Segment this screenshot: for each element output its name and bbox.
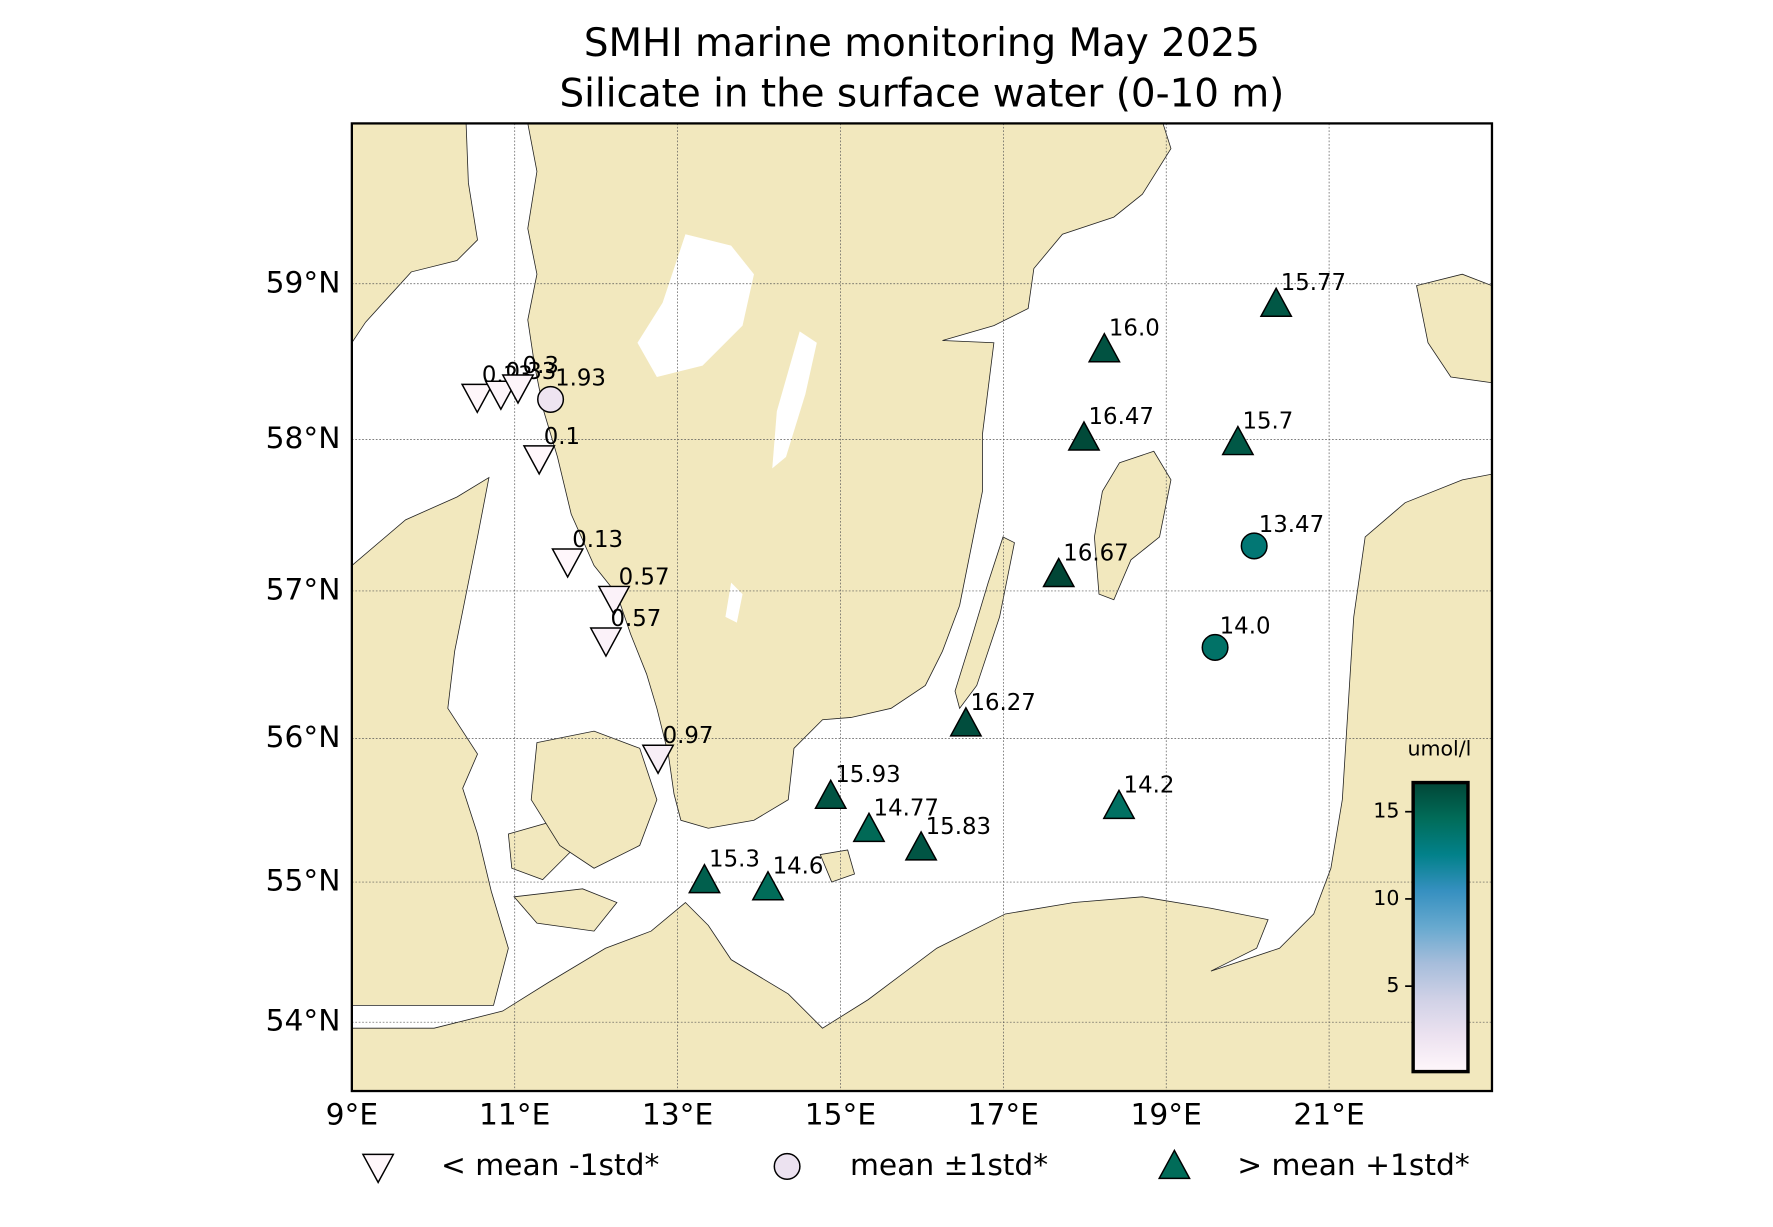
station-marker: [537, 385, 565, 413]
x-tick-label: 17°E: [968, 1098, 1039, 1133]
lake: [772, 331, 817, 469]
legend-label: > mean +1std*: [1237, 1148, 1470, 1183]
map-title: SMHI marine monitoring May 2025: [584, 21, 1260, 66]
legend-label: mean ±1std*: [850, 1148, 1048, 1183]
station-marker: [1102, 788, 1136, 820]
map-subtitle: Silicate in the surface water (0-10 m): [560, 71, 1285, 116]
station-marker: [1240, 532, 1268, 560]
station-value-label: 14.6: [773, 854, 824, 880]
colorbar-tick-label: 10: [1373, 886, 1399, 910]
lake: [637, 234, 754, 378]
y-tick-label: 59°N: [266, 265, 341, 300]
y-tick-label: 56°N: [266, 720, 341, 755]
station-marker: [501, 374, 535, 405]
station-value-label: 15.7: [1242, 409, 1293, 435]
legend-symbol: [773, 1152, 801, 1180]
y-tick-label: 55°N: [266, 864, 341, 899]
station-marker: [460, 383, 494, 414]
land-area: [530, 730, 658, 869]
colorbar-tick-label: 15: [1373, 799, 1399, 823]
station-value-label: 15.77: [1281, 270, 1346, 296]
station-value-label: 13.47: [1259, 512, 1324, 538]
graticule: [351, 123, 1492, 1092]
colorbar-scale: [1411, 780, 1470, 1074]
station-value-label: 0.57: [619, 564, 670, 590]
station-marker: [522, 445, 556, 476]
land-area: [351, 476, 509, 1006]
tick-labels: 9°E 11°E 13°E 15°E 17°E 19°E 21°E 54°N 55°N 56°N 5…: [266, 265, 1365, 1132]
land-area: [954, 536, 1015, 710]
y-tick-label: 54°N: [266, 1004, 341, 1039]
legend-symbol: [1157, 1148, 1191, 1180]
x-tick-label: 9°E: [326, 1098, 379, 1133]
station-marker: [814, 778, 848, 810]
x-tick-label: 19°E: [1131, 1098, 1202, 1133]
station-value-label: 1.93: [555, 365, 606, 391]
station-value-label: 16.27: [970, 690, 1035, 716]
station-marker: [597, 585, 631, 616]
station-marker: [551, 548, 585, 579]
station-value-label: 0.57: [611, 606, 662, 632]
station-marker: [1221, 425, 1255, 456]
station-value-label: 15.3: [709, 847, 760, 873]
land: [351, 123, 1492, 1092]
legend: < mean -1std* mean ±1std* > mean +1std*: [361, 1148, 1470, 1184]
station-value-label: 0.13: [572, 527, 623, 553]
legend-label: < mean -1std*: [441, 1148, 659, 1183]
station-marker: [688, 863, 721, 894]
station-value-label: 14.2: [1124, 772, 1175, 798]
station-marker: [1201, 633, 1229, 661]
land-area: [351, 473, 1492, 1092]
station-marker: [904, 830, 938, 861]
land-area: [513, 888, 618, 932]
colorbar-label: umol/l: [1407, 736, 1471, 760]
land-area: [819, 849, 856, 883]
station-marker: [1259, 286, 1293, 317]
station-marker: [1087, 332, 1121, 363]
map-frame: [350, 122, 1494, 1093]
y-tick-label: 57°N: [266, 572, 341, 607]
station-value-label: 16.67: [1063, 540, 1128, 566]
station-value-label: 0.1: [544, 424, 580, 450]
station-marker: [589, 627, 623, 658]
station-value-label: 15.93: [835, 762, 900, 788]
station-value-label: 16.0: [1109, 316, 1160, 342]
station-value-label: 15.83: [926, 814, 991, 840]
stations: 0.230.330.30.11.930.130.570.570.9715.771…: [460, 270, 1346, 901]
colorbar-tick-label: 5: [1386, 973, 1399, 997]
land-area: [1416, 273, 1492, 384]
x-tick-label: 13°E: [642, 1098, 713, 1133]
station-marker: [1067, 420, 1101, 451]
land-area: [351, 123, 478, 344]
station-value-label: 0.97: [663, 723, 714, 749]
x-tick-label: 15°E: [805, 1098, 876, 1133]
legend-symbol: [361, 1153, 395, 1184]
x-tick-label: 11°E: [479, 1098, 550, 1133]
x-tick-label: 21°E: [1293, 1098, 1364, 1133]
station-value-label: 14.77: [874, 795, 939, 821]
land-area: [1094, 450, 1172, 601]
lake: [725, 582, 743, 623]
station-marker: [751, 870, 785, 901]
station-value-label: 16.47: [1089, 404, 1154, 430]
station-marker: [484, 380, 518, 411]
station-marker: [1042, 556, 1076, 588]
station-value-label: 14.0: [1220, 613, 1271, 639]
station-marker: [641, 744, 675, 775]
y-tick-label: 58°N: [266, 421, 341, 456]
station-marker: [949, 706, 983, 737]
colorbar: umol/l 5 10 15: [1373, 736, 1471, 1074]
station-marker: [852, 811, 886, 843]
station-value-label: 0.3: [523, 353, 559, 379]
